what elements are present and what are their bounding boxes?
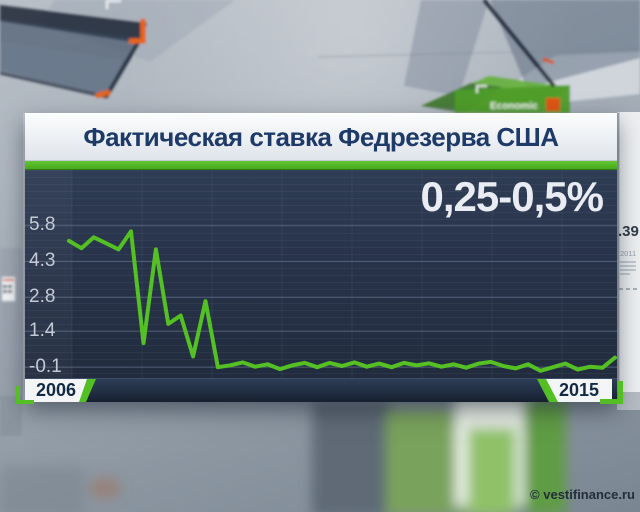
green-cube-label: Economic — [490, 101, 538, 112]
chart-line — [67, 229, 617, 373]
x-axis-start-label: 2006 — [35, 380, 77, 400]
y-axis-tick-label: 5.8 — [29, 214, 56, 235]
mini-card — [2, 277, 15, 301]
chart-panel: Фактическая ставка Федрезерва США 5.8 4.3… — [16, 113, 623, 404]
green-logo-cube — [455, 85, 570, 113]
x-axis-start-tab: 2006 — [25, 379, 87, 402]
green-corner-bracket-right-icon — [600, 381, 623, 404]
side-data-panel: .39 2011 — [617, 112, 640, 410]
green-accent-bar — [25, 161, 617, 170]
white-corner-bracket-icon — [105, 0, 121, 9]
orange-logo-block-icon — [546, 98, 560, 111]
chart-area: 5.8 4.3 2.8 1.4 -0.1 0,25-0,5% — [25, 170, 617, 378]
y-axis-tick-label: 4.3 — [29, 250, 56, 271]
orange-corner-icon — [129, 19, 146, 44]
watermark: © vestifinance.ru — [530, 487, 635, 502]
side-panel-text-lines — [620, 261, 636, 275]
white-corner-bracket-icon — [476, 85, 487, 93]
glass-panels-top-right: Economic — [317, 0, 640, 113]
blurred-foreground-objects — [0, 396, 566, 512]
rate-annotation: 0,25-0,5% — [420, 173, 604, 220]
y-axis-tick-label: -0.1 — [29, 356, 62, 377]
page-title: Фактическая ставка Федрезерва США — [83, 121, 559, 152]
y-label-column — [25, 170, 72, 378]
green-corner-bracket-left-icon — [16, 386, 34, 404]
x-axis-end-label: 2015 — [558, 380, 600, 400]
orange-tick-icon — [542, 57, 555, 65]
side-panel-dashes — [619, 288, 637, 290]
x-axis-bar: 2006 2015 — [25, 378, 617, 402]
orange-tick-icon — [95, 89, 111, 99]
panel-title-bar: Фактическая ставка Федрезерва США — [25, 113, 617, 161]
glass-panel-top-left — [0, 0, 235, 99]
side-panel-number: .39 — [618, 223, 639, 240]
left-background-objects — [0, 248, 22, 436]
side-panel-year: 2011 — [620, 249, 636, 258]
x-axis-end-tab: 2015 — [546, 379, 612, 402]
y-axis-tick-label: 1.4 — [29, 320, 56, 341]
y-axis-tick-label: 2.8 — [29, 286, 56, 307]
chart-plot — [25, 170, 617, 378]
